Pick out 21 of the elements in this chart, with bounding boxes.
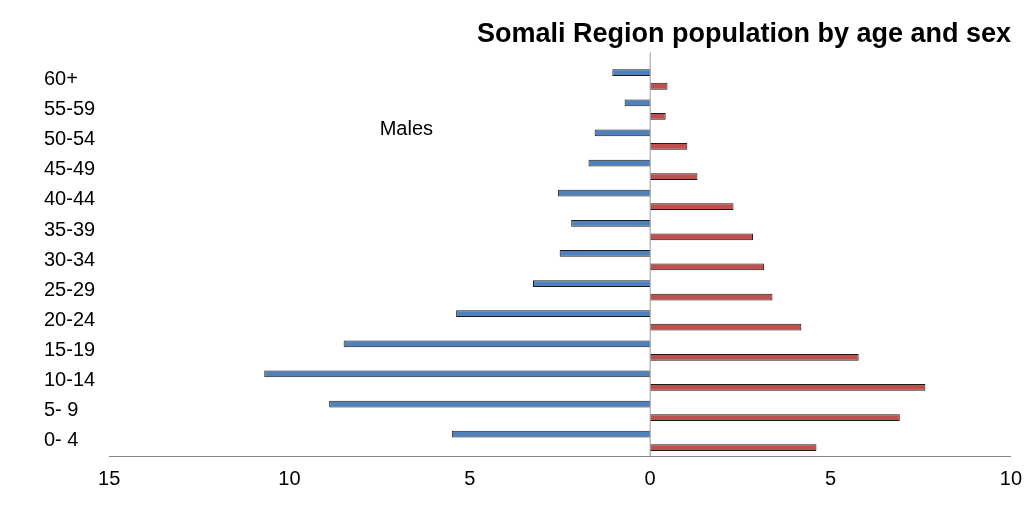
y-tick-label: 50-54 [44, 127, 96, 150]
annotation: Males [379, 116, 434, 139]
x-tick-label: 15 [98, 466, 121, 489]
y-tick-label: 35-39 [44, 217, 96, 240]
y-tick-label: 60+ [44, 66, 78, 89]
y-tick-label: 30-34 [44, 247, 96, 270]
y-tick-label: 15-19 [44, 338, 96, 361]
x-tick-label: 0 [644, 466, 656, 489]
y-tick-label: 45-49 [44, 157, 96, 180]
chart-title: Somali Region population by age and sex [476, 17, 1011, 48]
x-tick-label: 5 [464, 466, 476, 489]
y-tick-label: 0- 4 [44, 428, 79, 451]
y-tick-label: 40-44 [44, 187, 96, 210]
y-tick-label: 10-14 [44, 368, 96, 391]
y-tick-label: 25-29 [44, 277, 96, 300]
y-tick-label: 55-59 [44, 97, 96, 120]
x-tick-label: 5 [824, 466, 837, 489]
x-tick-label: 10 [999, 466, 1022, 489]
y-tick-label: 20-24 [44, 307, 96, 330]
x-tick-label: 10 [278, 466, 301, 489]
y-tick-label: 5- 9 [44, 398, 79, 421]
